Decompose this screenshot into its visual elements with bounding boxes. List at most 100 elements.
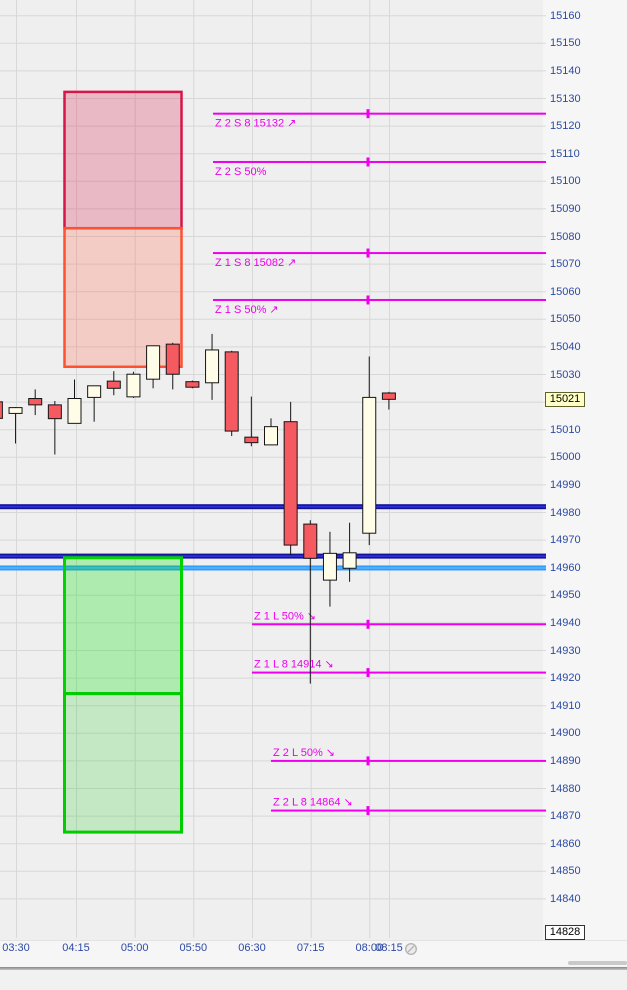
candle-body [205, 349, 220, 384]
lightblue-level-inner [0, 567, 546, 569]
price-tick-label: 14910 [550, 699, 581, 712]
price-tick-label: 14860 [550, 837, 581, 850]
time-axis [0, 940, 627, 968]
clock-icon [404, 942, 418, 956]
level-z2s-50-line[interactable] [213, 160, 546, 163]
price-tick-label: 15060 [550, 285, 581, 298]
price-tick-label: 15070 [550, 258, 581, 271]
level-z1l-entry-label[interactable]: Z 1 L 8 14914 ↘ [254, 659, 334, 671]
time-tick-label: 05:00 [120, 942, 149, 954]
level-z2l-50-line[interactable] [271, 759, 546, 762]
price-tick-label: 15090 [550, 202, 581, 215]
candle-body [283, 421, 298, 546]
price-tick-label: 14880 [550, 782, 581, 795]
time-tick-label: 06:30 [238, 942, 266, 954]
price-tick-label: 14930 [550, 644, 581, 657]
zone-1-short[interactable] [63, 226, 183, 369]
price-tick-label: 14870 [550, 810, 581, 823]
zone-1-long[interactable] [63, 556, 183, 696]
level-z2s-50-handle[interactable] [366, 157, 370, 167]
level-z1s-50-label[interactable]: Z 1 S 50% ↗ [215, 304, 279, 316]
time-tick-label: 08:15 [375, 942, 403, 954]
level-z2l-50-handle[interactable] [366, 756, 370, 766]
price-tick-label: 14890 [550, 754, 581, 767]
time-tick-label: 07:15 [296, 942, 325, 954]
price-tick-label: 14840 [550, 892, 581, 905]
level-z2l-entry-handle[interactable] [366, 806, 370, 816]
level-z1s-50-handle[interactable] [366, 295, 370, 305]
time-tick-label: 04:15 [62, 942, 90, 954]
price-tick-label: 15150 [550, 37, 581, 50]
candle-body [303, 523, 318, 559]
level-z2s-50-label[interactable]: Z 2 S 50% [215, 166, 267, 178]
price-tick-label: 14970 [550, 534, 581, 547]
candle-body [362, 396, 377, 534]
bottom-panel [0, 970, 627, 990]
last-price-value: 15021 [549, 392, 581, 405]
level-z2s-entry-line[interactable] [213, 112, 546, 115]
candle-body [381, 392, 396, 400]
level-z1s-entry-line[interactable] [213, 252, 546, 255]
session-close-marker: 14828 [545, 924, 585, 940]
price-tick-label: 14850 [550, 865, 581, 878]
price-tick-label: 15100 [550, 175, 581, 188]
session-close-value: 14828 [549, 925, 581, 938]
horizontal-scrollbar-thumb[interactable] [568, 961, 627, 965]
time-tick-label: 03:30 [2, 942, 30, 954]
price-tick-label: 15160 [550, 9, 581, 22]
level-z1s-50-line[interactable] [213, 298, 546, 301]
level-z1l-entry-line[interactable] [252, 671, 546, 674]
level-z2l-50-label[interactable]: Z 2 L 50% ↘ [273, 747, 335, 759]
candle-body [322, 552, 337, 581]
level-z2s-entry-label[interactable]: Z 2 S 8 15132 ↗ [215, 118, 296, 130]
price-tick-label: 14940 [550, 616, 581, 629]
chart-background [0, 0, 543, 940]
candle-body [264, 426, 278, 446]
level-z1l-entry-handle[interactable] [366, 668, 370, 678]
candle-body [8, 407, 23, 414]
price-tick-label: 15130 [550, 92, 581, 105]
level-z1l-50-line[interactable] [252, 623, 546, 626]
price-tick-label: 15000 [550, 451, 581, 464]
zone-2-short[interactable] [63, 90, 183, 230]
price-tick-label: 15080 [550, 230, 581, 243]
time-tick-label: 08:00 [355, 942, 384, 954]
level-z2l-entry-label[interactable]: Z 2 L 8 14864 ↘ [273, 797, 353, 809]
level-z1l-50-handle[interactable] [366, 619, 370, 629]
candlestick-chart: Z 2 S 8 15132 ↗ Z 2 S 50% Z 1 S 8 15082 ↗ Z… [0, 0, 627, 940]
navy-level-upper-inner [0, 505, 546, 508]
level-z1l-50-label[interactable]: Z 1 L 50% ↘ [254, 610, 316, 622]
level-z2s-entry-handle[interactable] [366, 109, 370, 119]
level-z1s-entry-label[interactable]: Z 1 S 8 15082 ↗ [215, 257, 296, 269]
candle-body [47, 404, 62, 420]
candle-body [87, 385, 102, 398]
price-tick-label: 15030 [550, 368, 581, 381]
price-tick-label: 14990 [550, 478, 581, 491]
price-tick-label: 15110 [550, 147, 580, 160]
candle-body [0, 401, 3, 419]
last-price-marker: 15021 [545, 391, 585, 407]
price-tick-label: 14950 [550, 589, 581, 602]
candle-body [224, 351, 239, 432]
candle-body [126, 373, 141, 398]
candle-body [146, 345, 161, 380]
candle-body [185, 381, 200, 388]
price-tick-label: 15040 [550, 340, 581, 353]
price-tick-label: 15120 [550, 120, 581, 133]
price-tick-label: 15140 [550, 64, 581, 77]
candle-body [165, 343, 180, 375]
panel-divider [0, 967, 627, 970]
level-z1s-entry-handle[interactable] [366, 248, 370, 258]
candle-body [67, 398, 82, 424]
candle-body [106, 380, 121, 389]
candle-body [244, 436, 259, 444]
time-tick-label: 05:50 [179, 942, 208, 954]
candle-body [342, 552, 357, 569]
price-tick-label: 14900 [550, 727, 581, 740]
price-tick-label: 15010 [550, 423, 581, 436]
axis-background [543, 0, 627, 940]
level-z2l-entry-line[interactable] [271, 809, 546, 812]
zone-2-long[interactable] [63, 692, 183, 834]
price-tick-label: 14920 [550, 672, 581, 685]
